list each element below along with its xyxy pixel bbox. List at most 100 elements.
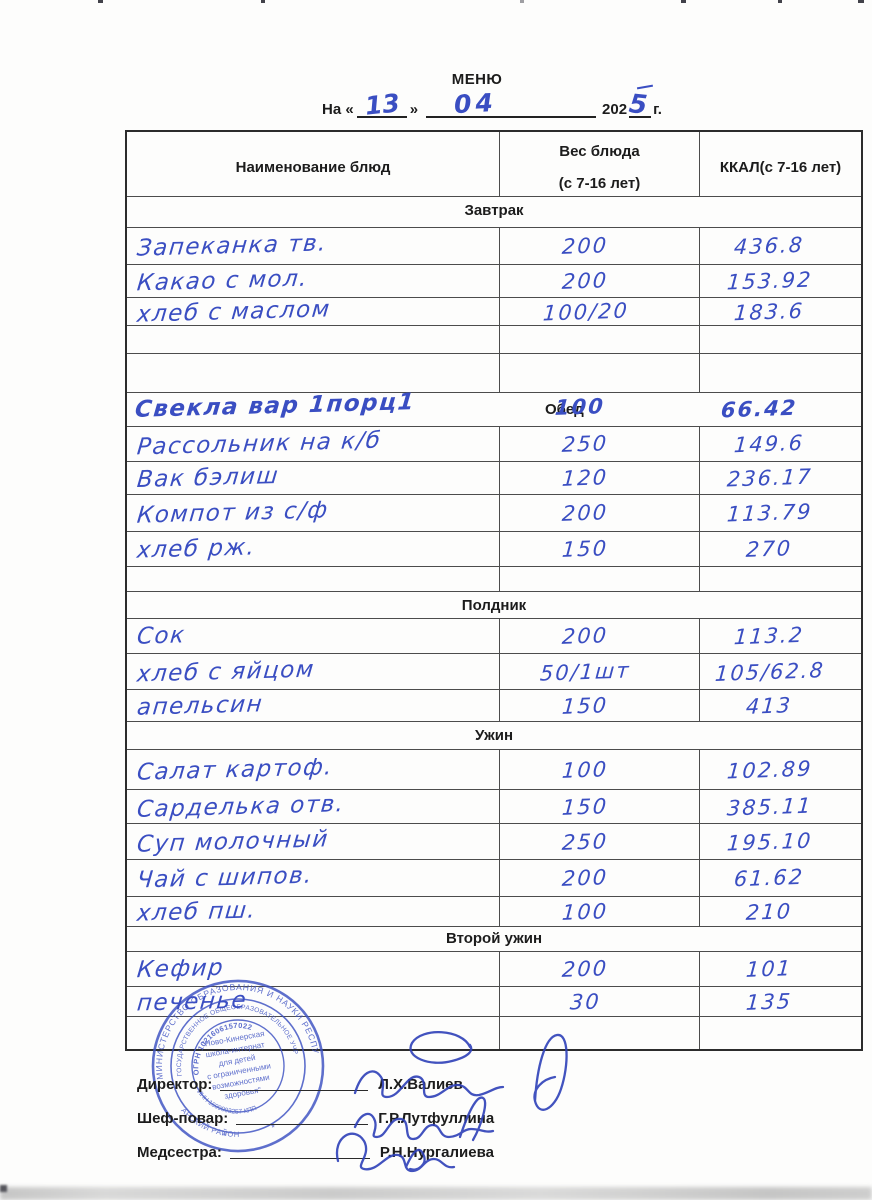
dish-kcal: 183.6 (733, 298, 806, 325)
dish-weight: 100/20 (541, 297, 630, 326)
dish-name: Компот из с/ф (135, 497, 330, 529)
section-dinner: Ужин (127, 722, 861, 750)
date-prefix: На « (322, 101, 354, 118)
table-header-row: Наименование блюд Вес блюда (с 7-16 лет)… (127, 132, 861, 197)
table-row: хлеб рж. 150 270 (127, 532, 861, 567)
nurse-label: Медсестра: (137, 1144, 222, 1161)
dish-name: Сок (135, 622, 187, 650)
dish-weight: 200 (561, 500, 610, 526)
date-year-blank: 5 (628, 84, 654, 121)
dish-kcal: 153.92 (725, 267, 814, 295)
nurse-signature-line (229, 1144, 370, 1159)
dish-kcal: 105/62.8 (713, 657, 826, 686)
dish-kcal: 101 (745, 956, 794, 982)
scan-shadow-bottom (0, 1187, 872, 1200)
dish-name: Суп молочный (135, 825, 331, 858)
dish-name: хлеб рж. (135, 534, 257, 564)
col-header-name: Наименование блюд (235, 159, 391, 176)
date-suffix: г. (653, 101, 662, 118)
handwritten-day: 13 (363, 88, 401, 121)
section-breakfast: Завтрак (127, 197, 861, 228)
stamp-star: * (222, 1131, 228, 1143)
dish-kcal: 210 (745, 898, 794, 925)
col-header-weight: Вес блюда (559, 143, 640, 160)
date-year-printed: 202 (602, 101, 628, 118)
scan-artifact (98, 0, 103, 3)
table-row: апельсин 150 413 (127, 690, 861, 722)
nurse-signature-ink (335, 1132, 456, 1173)
date-month-blank: 04 (426, 88, 597, 119)
table-row-empty (127, 567, 861, 592)
scan-artifact (681, 0, 686, 3)
dish-name: Чай с шипов. (135, 862, 315, 894)
official-stamp: МИНИСТЕРСТВО ОБРАЗОВАНИЯ И НАУКИ РЕСПУБЛ… (148, 976, 325, 1153)
stamp-middle-circle (170, 998, 306, 1134)
table-row: Запеканка тв. 200 436.8 (127, 228, 861, 265)
dish-name: хлеб с яйцом (135, 655, 316, 688)
table-row: Сарделька отв. 150 385.11 (127, 790, 861, 824)
table-row: Чай с шипов. 200 61.62 (127, 860, 861, 897)
stamp-outer-circle (151, 979, 325, 1153)
scan-artifact (0, 1185, 7, 1192)
chef-label: Шеф-повар: (137, 1110, 229, 1127)
table-row: хлеб пш. 100 210 (127, 897, 861, 927)
section-lunch: Обед Свекла вар 1порц1 100 66.42 (127, 389, 861, 427)
signature-row-nurse: Медсестра: Р.Н.Нургалиева (137, 1144, 494, 1161)
date-day-blank: 13 (356, 88, 407, 121)
table-row-empty (127, 354, 861, 393)
dish-kcal: 102.89 (725, 755, 814, 784)
dish-weight: 150 (561, 536, 610, 562)
dish-weight: 150 (561, 692, 610, 719)
dish-weight: 200 (561, 233, 610, 259)
dish-kcal: 66.42 (720, 395, 799, 423)
chef-signature-stroke (458, 1096, 487, 1142)
section-snack: Полдник (127, 592, 861, 619)
table-row: Рассольник на к/б 250 149.6 (127, 427, 861, 462)
nurse-name: Р.Н.Нургалиева (379, 1144, 494, 1161)
stamp-center-text: "Ново-Кинерская школа-интернат для детей… (201, 1029, 271, 1101)
dish-weight: 200 (561, 268, 610, 294)
dish-name: Рассольник на к/б (135, 427, 383, 461)
date-line: На « 13 » 04 202 5 г. (322, 84, 662, 121)
dish-name: хлеб с маслом (135, 295, 332, 328)
dish-name: Какао с мол. (135, 265, 310, 297)
table-row: Компот из с/ф 200 113.79 (127, 495, 861, 532)
director-label: Директор: (137, 1076, 213, 1093)
menu-table: Наименование блюд Вес блюда (с 7-16 лет)… (125, 130, 863, 1051)
chef-signature-ink (353, 1112, 495, 1141)
section-lunch-label: Обед (545, 401, 584, 418)
year-digit-flourish (636, 84, 654, 90)
director-signature-line (220, 1076, 369, 1091)
table-row-empty (127, 326, 861, 354)
table-row: печенье 30 135 (127, 987, 861, 1017)
dish-weight: 200 (561, 623, 610, 649)
dish-weight: 250 (561, 431, 610, 457)
dish-weight: 120 (561, 465, 610, 491)
col-header-kcal: ККАЛ(с 7-16 лет) (719, 159, 842, 176)
dish-kcal: 236.17 (725, 464, 814, 492)
dish-weight: 100 (554, 394, 606, 420)
table-row: Какао с мол. 200 153.92 (127, 265, 861, 298)
table-row: хлеб с яйцом 50/1шт 105/62.8 (127, 654, 861, 690)
dish-name: Вак бэлиш (135, 462, 281, 494)
dish-kcal: 135 (745, 988, 794, 1015)
scan-artifact (261, 0, 265, 3)
chef-signature-line (236, 1110, 369, 1125)
dish-weight: 100 (561, 898, 610, 925)
dish-weight: 50/1шт (539, 657, 632, 686)
table-row: Сок 200 113.2 (127, 619, 861, 654)
date-close-quote: » (409, 101, 419, 118)
dish-name: хлеб пш. (135, 896, 258, 927)
scan-artifact (858, 0, 864, 3)
dish-kcal: 436.8 (733, 232, 806, 260)
table-row: Вак бэлиш 120 236.17 (127, 462, 861, 495)
stamp-inner-circle (191, 1019, 285, 1113)
nurse-signature-loop (404, 1148, 426, 1171)
dish-kcal: 195.10 (725, 827, 814, 856)
dish-weight: 200 (561, 865, 610, 891)
handwritten-year-digit: 5 (627, 89, 649, 121)
dish-weight: 150 (561, 793, 610, 820)
table-row: Кефир 200 101 (127, 952, 861, 987)
stamp-star: * (270, 1123, 276, 1135)
